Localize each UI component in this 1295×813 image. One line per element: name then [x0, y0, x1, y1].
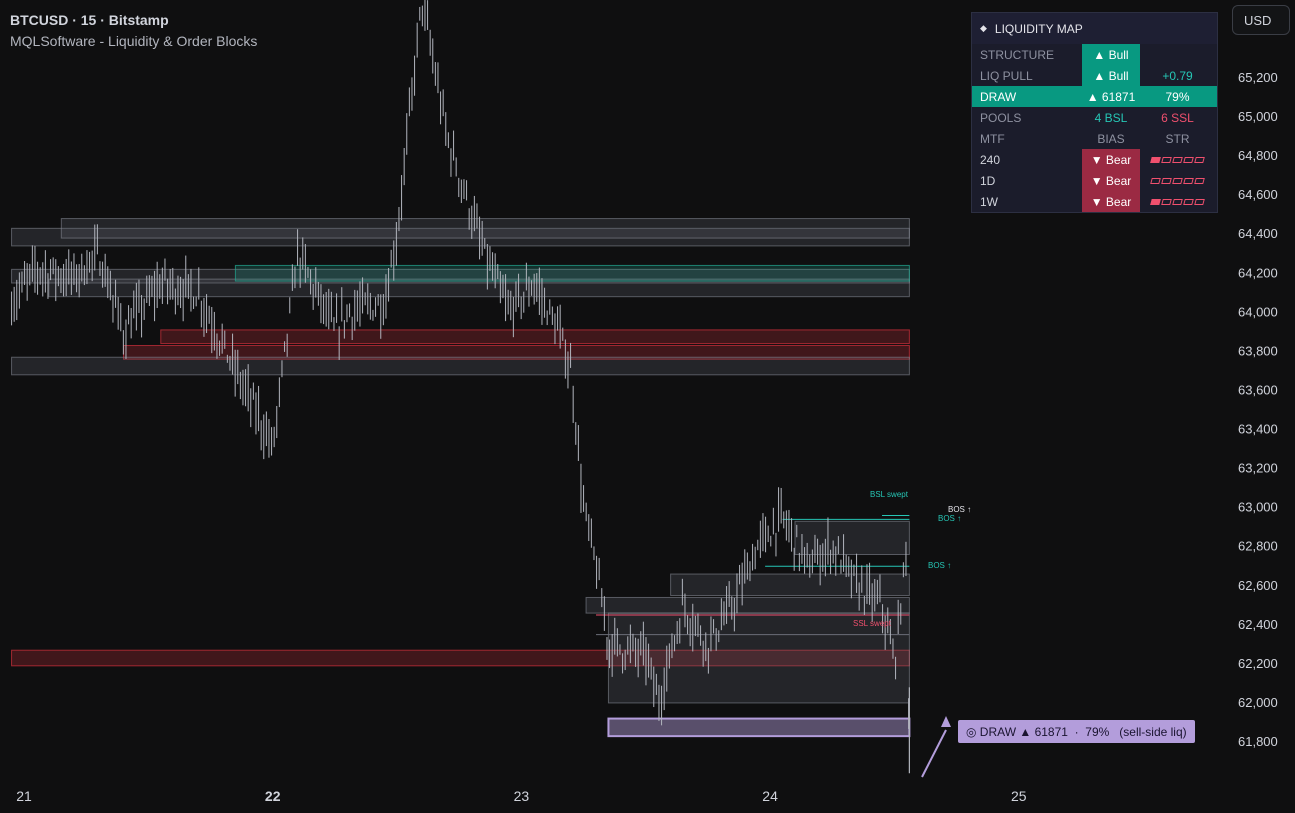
draw-probability: 79% [1165, 89, 1190, 104]
zone-gray [11, 356, 910, 376]
indicator-name[interactable]: MQLSoftware - Liquidity & Order Blocks [10, 33, 258, 49]
zone-gray [48, 278, 910, 298]
zone-gray [585, 596, 910, 614]
bias-value: ▼ Bear [1082, 191, 1140, 212]
row-label: POOLS [980, 110, 1022, 125]
bias-column-header: BIAS [1097, 131, 1125, 146]
zone-gray [670, 573, 910, 597]
zone-teal [234, 264, 910, 282]
row-label: DRAW [980, 89, 1017, 104]
strength-segment [1183, 198, 1194, 205]
row-mtf-1d: 1D ▼ Bear [972, 170, 1217, 191]
strength-segment [1172, 156, 1183, 163]
y-tick-label: 64,600 [1238, 187, 1278, 202]
y-tick-label: 62,400 [1238, 617, 1278, 632]
y-tick-label: 64,800 [1238, 148, 1278, 163]
row-mtf-1w: 1W ▼ Bear [972, 191, 1217, 212]
bias-value: ▼ Bear [1082, 149, 1140, 170]
y-tick-label: 61,800 [1238, 734, 1278, 749]
diamond-icon: ◆ [980, 23, 987, 33]
zone-red [160, 329, 910, 345]
y-tick-label: 63,400 [1238, 422, 1278, 437]
x-tick-label: 25 [1011, 788, 1027, 804]
strength-segment [1194, 177, 1205, 184]
y-tick-label: 62,000 [1238, 695, 1278, 710]
bsl-swept-label: BSL swept [870, 490, 908, 499]
y-tick-label: 63,800 [1238, 343, 1278, 358]
structure-extra [1140, 44, 1215, 65]
y-tick-label: 63,000 [1238, 500, 1278, 515]
y-tick-label: 63,200 [1238, 461, 1278, 476]
y-tick-label: 64,000 [1238, 304, 1278, 319]
y-tick-label: 63,600 [1238, 382, 1278, 397]
bos-label: BOS ↑ [938, 514, 962, 523]
draw-arrow [921, 729, 947, 778]
draw-target-label: ◎ DRAW ▲ 61871 · 79% (sell-side liq) [958, 720, 1195, 743]
draw-target-value: ▲ 61871 [1086, 89, 1136, 104]
strength-segment [1161, 177, 1172, 184]
strength-meter [1140, 170, 1215, 191]
strength-segment [1150, 177, 1161, 184]
y-tick-label: 65,000 [1238, 109, 1278, 124]
row-mtf-header: MTF BIAS STR [972, 128, 1217, 149]
strength-segment [1172, 177, 1183, 184]
strength-segment [1150, 156, 1161, 163]
x-tick-label: 23 [514, 788, 530, 804]
panel-title-text: LIQUIDITY MAP [994, 21, 1083, 36]
strength-meter [1140, 191, 1215, 212]
y-tick-label: 64,200 [1238, 265, 1278, 280]
ssl-pool-count: 6 SSL [1161, 110, 1194, 125]
panel-title: ◆ LIQUIDITY MAP [972, 13, 1217, 44]
y-tick-label: 62,200 [1238, 656, 1278, 671]
zone-gray [60, 218, 910, 239]
structure-value: ▲ Bull [1082, 44, 1140, 65]
draw-arrow-head [941, 716, 951, 727]
liquidity-map-panel: ◆ LIQUIDITY MAP STRUCTURE ▲ Bull LIQ PUL… [971, 12, 1218, 213]
row-mtf-240: 240 ▼ Bear [972, 149, 1217, 170]
row-label: MTF [980, 131, 1005, 146]
bsl-pool-count: 4 BSL [1094, 110, 1128, 125]
strength-segment [1150, 198, 1161, 205]
strength-segment [1194, 156, 1205, 163]
liq-pull-score: +0.79 [1162, 68, 1193, 83]
strength-segment [1172, 198, 1183, 205]
timeframe-label: 240 [980, 152, 1001, 167]
strength-segment [1161, 198, 1172, 205]
row-pools: POOLS 4 BSL 6 SSL [972, 107, 1217, 128]
strength-segment [1183, 156, 1194, 163]
row-structure: STRUCTURE ▲ Bull [972, 44, 1217, 65]
y-tick-label: 62,800 [1238, 539, 1278, 554]
bias-value: ▼ Bear [1082, 170, 1140, 191]
ssl-swept-label: SSL swept [853, 619, 891, 628]
chart-header: BTCUSD · 15 · Bitstamp MQLSoftware - Liq… [10, 10, 257, 52]
y-tick-label: 62,600 [1238, 578, 1278, 593]
timeframe-label: 1W [980, 194, 998, 209]
symbol-title[interactable]: BTCUSD · 15 · Bitstamp [10, 12, 169, 28]
x-tick-label: 21 [16, 788, 32, 804]
row-liq-pull: LIQ PULL ▲ Bull +0.79 [972, 65, 1217, 86]
strength-meter [1140, 149, 1215, 170]
currency-button[interactable]: USD [1232, 5, 1290, 35]
row-label: LIQ PULL [980, 68, 1033, 83]
zone-gray [794, 520, 910, 555]
x-tick-label: 24 [762, 788, 778, 804]
bos-label: BOS ↑ [948, 505, 972, 514]
strength-segment [1161, 156, 1172, 163]
zone-draw [607, 717, 911, 738]
y-tick-label: 65,200 [1238, 70, 1278, 85]
timeframe-label: 1D [980, 173, 996, 188]
strength-segment [1194, 198, 1205, 205]
strength-segment [1183, 177, 1194, 184]
bos-label: BOS ↑ [928, 561, 952, 570]
row-label: STRUCTURE [980, 47, 1054, 62]
row-draw: DRAW ▲ 61871 79% [972, 86, 1217, 107]
liq-pull-value: ▲ Bull [1082, 65, 1140, 86]
y-tick-label: 64,400 [1238, 226, 1278, 241]
strength-column-header: STR [1165, 131, 1190, 146]
x-tick-label: 22 [265, 788, 281, 804]
